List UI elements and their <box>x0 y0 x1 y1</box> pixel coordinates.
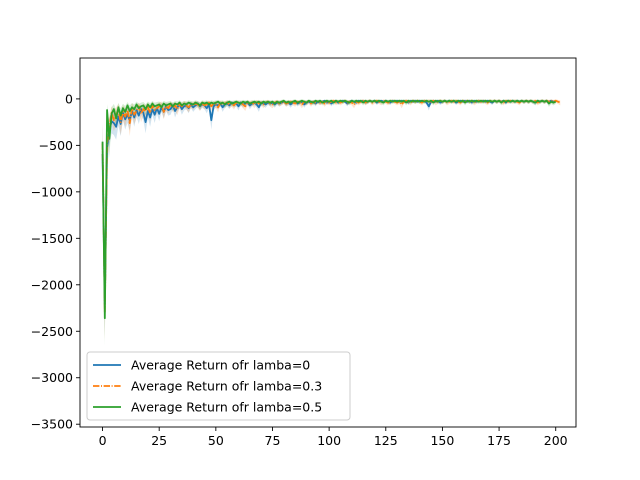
y-tick-label: −2000 <box>31 277 73 292</box>
legend-label: Average Return ofr lamba=0.5 <box>131 400 322 415</box>
x-tick-label: 100 <box>317 433 341 448</box>
x-tick-label: 200 <box>544 433 568 448</box>
axes: 0 25 50 75 100 125 150 175 200 −3500 −3000 −2500 −20… <box>31 57 577 448</box>
y-tick-label: 0 <box>65 91 73 106</box>
series-line-2 <box>101 99 557 320</box>
series-lines <box>101 99 561 320</box>
y-tick-label: −1500 <box>31 231 73 246</box>
y-tick-label: −3000 <box>31 370 73 385</box>
y-tick-label: −3500 <box>31 417 73 432</box>
legend-label: Average Return ofr lamba=0 <box>131 358 310 373</box>
plot-frame <box>79 57 577 428</box>
legend-box <box>86 351 351 421</box>
x-tick-label: 125 <box>374 433 398 448</box>
x-tick-label: 175 <box>487 433 511 448</box>
y-tick-label: −2500 <box>31 324 73 339</box>
x-tick-label: 0 <box>99 433 107 448</box>
x-tick-label: 25 <box>151 433 167 448</box>
legend-label: Average Return ofr lamba=0.3 <box>131 379 322 394</box>
x-tick-label: 50 <box>208 433 224 448</box>
x-tick-label: 150 <box>430 433 454 448</box>
legend: Average Return ofr lamba=0 Average Return… <box>86 351 351 421</box>
y-tick-label: −1000 <box>31 184 73 199</box>
x-tick-label: 75 <box>265 433 281 448</box>
y-tick-label: −500 <box>39 138 73 153</box>
